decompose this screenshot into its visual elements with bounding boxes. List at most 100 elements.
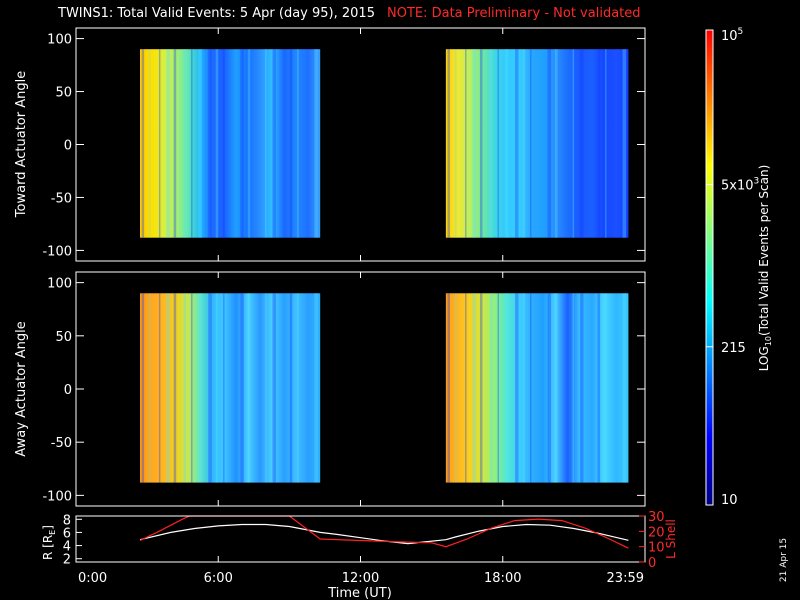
colorbar-tick-exp: 5 xyxy=(738,27,744,37)
orbit-ylabel: R [RE] xyxy=(41,525,57,560)
toward-panel: 100 50 0 -50 -100 Toward Actuator Angle xyxy=(14,27,646,262)
toward-scan-streak xyxy=(289,49,293,238)
toward-scan-streak xyxy=(240,49,244,238)
toward-scan-streak xyxy=(490,49,493,238)
toward-ytick-label: 50 xyxy=(55,86,72,101)
away-scan-streak xyxy=(166,293,170,483)
away-scan-streak xyxy=(572,293,575,483)
away-block-1 xyxy=(140,293,321,483)
away-ytick-label: -100 xyxy=(42,489,72,504)
away-scan-streak xyxy=(289,293,293,483)
away-scan-streak xyxy=(479,293,483,483)
toward-scan-streak xyxy=(208,49,212,238)
plot-title: TWINS1: Total Valid Events: 5 Apr (day 9… xyxy=(58,6,641,21)
toward-scan-streak xyxy=(465,49,467,238)
away-scan-streak xyxy=(149,293,151,483)
away-scan-streak xyxy=(605,293,607,483)
away-scan-streak xyxy=(472,293,477,483)
toward-scan-streak xyxy=(247,49,251,238)
colorbar-label-sub: 10 xyxy=(764,336,773,346)
away-scan-streak xyxy=(555,293,558,483)
orbit-xtick-label: 6:00 xyxy=(204,571,233,586)
toward-scan-streak xyxy=(141,49,145,238)
colorbar-tick-base: 10 xyxy=(721,493,738,508)
toward-ytick-label: 0 xyxy=(64,139,72,154)
away-scan-streak xyxy=(215,293,219,483)
toward-scan-streak xyxy=(166,49,170,238)
toward-scan-streak xyxy=(580,49,584,238)
orbit-ytick-label: 2 xyxy=(63,553,71,568)
toward-block-2 xyxy=(445,49,629,238)
away-scan-streak xyxy=(183,293,187,483)
toward-scan-streak xyxy=(314,49,318,238)
toward-scan-streak xyxy=(555,49,558,238)
toward-scan-streak xyxy=(497,49,500,238)
orbit-xtick-label: 12:00 xyxy=(342,571,379,586)
away-scan-streak xyxy=(297,293,299,483)
orbit-y2tick-label: 30 xyxy=(648,510,665,525)
away-scan-streak xyxy=(465,293,467,483)
toward-scan-streak xyxy=(447,49,450,238)
away-scan-streak xyxy=(314,293,318,483)
away-scan-streak xyxy=(515,293,519,483)
toward-scan-streak xyxy=(479,49,483,238)
away-scan-streak xyxy=(447,293,450,483)
away-scan-streak xyxy=(522,293,526,483)
colorbar-tick-label: 10 xyxy=(721,493,738,508)
colorbar-label-pre: LOG xyxy=(757,346,771,371)
orbit-ylabel-sub: E xyxy=(48,530,57,535)
away-ytick-label: 100 xyxy=(47,277,72,292)
colorbar-tick-label: 105 xyxy=(721,27,743,44)
away-scan-streak xyxy=(158,293,161,483)
away-panel: 100 50 0 -50 -100 Away Actuator Angle xyxy=(14,271,646,507)
colorbar-label: LOG10(Total Valid Events per Scan) xyxy=(757,165,773,372)
toward-y-ticks: 100 50 0 -50 -100 xyxy=(42,28,645,261)
toward-ylabel: Toward Actuator Angle xyxy=(14,71,29,218)
toward-scan-streak xyxy=(215,49,219,238)
away-ylabel: Away Actuator Angle xyxy=(14,321,29,456)
toward-scan-streak xyxy=(472,49,477,238)
toward-ytick-label: 100 xyxy=(47,33,72,48)
toward-scan-streak xyxy=(504,49,509,238)
orbit-y2tick-label: 20 xyxy=(648,525,665,540)
toward-scan-streak xyxy=(622,49,627,238)
toward-ytick-label: -100 xyxy=(42,244,72,259)
away-scan-streak xyxy=(580,293,584,483)
orbit-ytick-label: 4 xyxy=(63,540,71,555)
orbit-ytick-label: 8 xyxy=(63,513,71,528)
away-scan-streak xyxy=(497,293,500,483)
toward-scan-streak xyxy=(272,49,276,238)
toward-block-1 xyxy=(140,49,321,238)
away-y-ticks: 100 50 0 -50 -100 xyxy=(42,272,645,506)
orbit-ytick-label: 6 xyxy=(63,526,71,541)
toward-scan-streak xyxy=(173,49,177,238)
orbit-xtick-label: 18:00 xyxy=(484,571,521,586)
toward-data-blocks xyxy=(140,49,629,238)
away-scan-streak xyxy=(223,293,225,483)
away-scan-streak xyxy=(547,293,552,483)
colorbar-tick-base: 10 xyxy=(721,29,738,44)
toward-scan-streak xyxy=(515,49,519,238)
away-scan-streak xyxy=(454,293,457,483)
toward-scan-streak xyxy=(572,49,575,238)
colorbar-scale xyxy=(706,30,713,505)
toward-scan-streak xyxy=(191,49,193,238)
orbit-y2label: L Shell xyxy=(664,519,678,559)
colorbar-tick-base: 215 xyxy=(721,341,746,356)
away-ytick-label: 0 xyxy=(64,383,72,398)
away-ytick-label: 50 xyxy=(55,330,72,345)
colorbar-tick-label: 215 xyxy=(721,341,746,356)
away-scan-streak xyxy=(173,293,177,483)
orbit-y2tick-label: 10 xyxy=(648,541,665,556)
away-scan-streak xyxy=(247,293,251,483)
toward-scan-streak xyxy=(530,49,532,238)
toward-scan-streak xyxy=(265,49,267,238)
colorbar-tick-label: 5x103 xyxy=(721,176,759,193)
toward-scan-streak xyxy=(183,49,187,238)
away-scan-streak xyxy=(530,293,532,483)
away-data-blocks xyxy=(140,293,629,483)
